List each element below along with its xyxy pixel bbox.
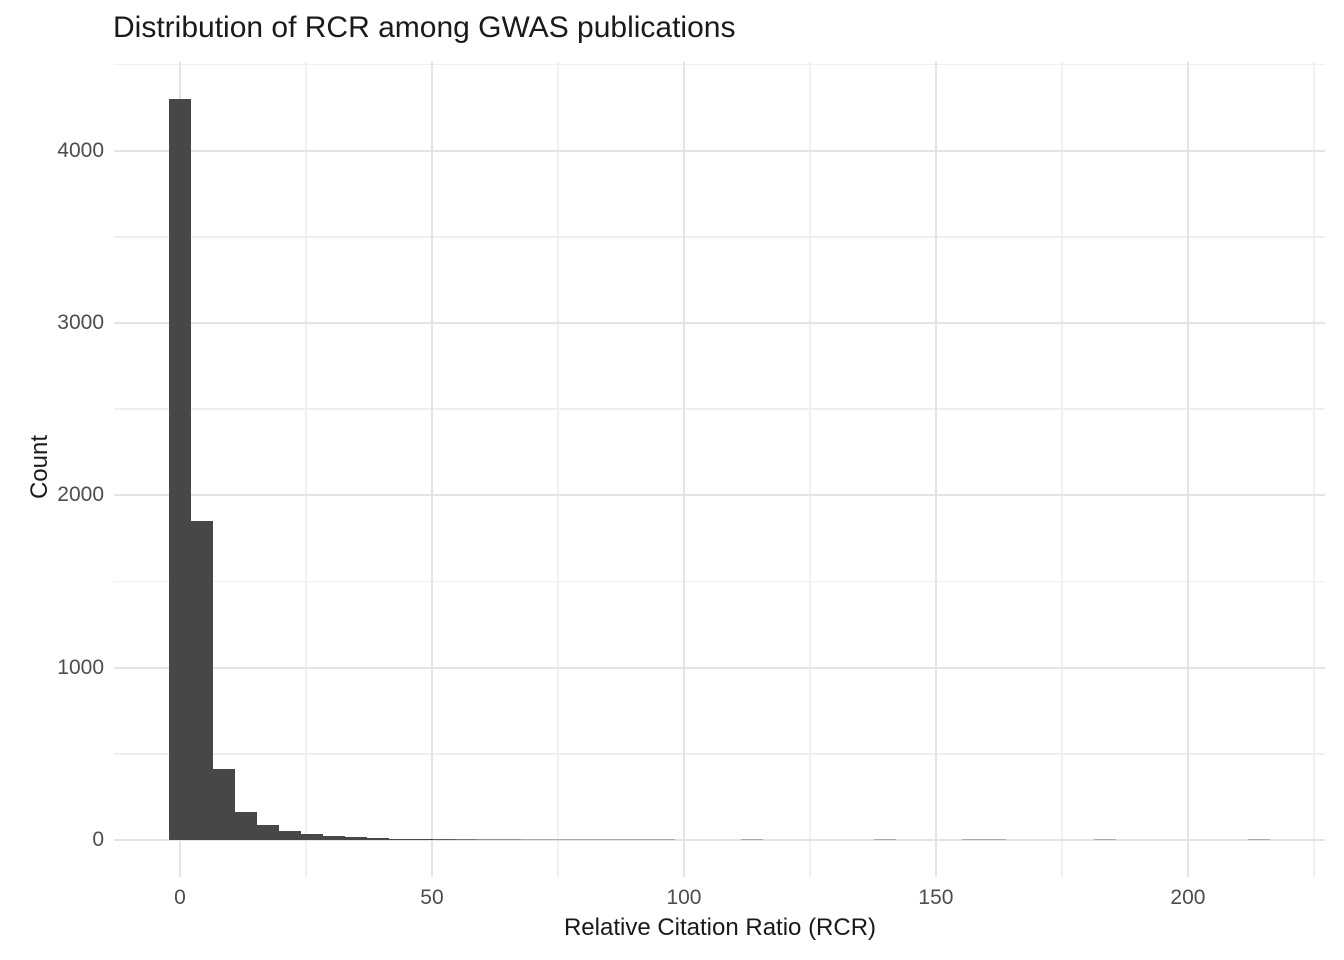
x-minor-gridline <box>557 62 559 877</box>
histogram-bar <box>411 838 434 840</box>
x-tick-label: 200 <box>1170 886 1206 909</box>
histogram-bar <box>323 836 346 840</box>
histogram-bar <box>631 838 654 840</box>
histogram-bar <box>653 838 676 840</box>
histogram-bar <box>565 838 588 840</box>
x-tick-label: 50 <box>420 886 444 909</box>
y-tick-label: 1000 <box>57 655 104 679</box>
x-minor-gridline <box>305 62 307 877</box>
histogram-bar <box>345 837 368 840</box>
x-minor-gridline <box>809 62 811 877</box>
x-major-gridline <box>934 62 937 877</box>
x-axis-title: Relative Citation Ratio (RCR) <box>563 914 877 941</box>
x-major-gridline <box>1186 62 1189 877</box>
x-axis-tick-labels: 0 50 100 150 200 <box>0 886 1344 914</box>
y-tick-label: 3000 <box>57 311 104 335</box>
x-tick-label: 150 <box>918 886 954 909</box>
x-minor-gridline <box>1313 62 1315 877</box>
y-minor-gridline <box>114 753 1325 755</box>
histogram-bar <box>301 834 324 840</box>
histogram-bar <box>873 838 896 840</box>
y-tick-label: 0 <box>92 827 104 851</box>
x-minor-gridline <box>1061 62 1063 877</box>
y-major-gridline <box>114 494 1325 497</box>
x-major-gridline <box>430 62 433 877</box>
histogram-bar <box>169 99 192 840</box>
histogram-bar <box>257 825 280 840</box>
y-minor-gridline <box>114 580 1325 583</box>
plot-title: Distribution of RCR among GWAS publicati… <box>113 11 736 44</box>
histogram-bar <box>499 838 522 840</box>
histogram-bar <box>961 838 984 840</box>
y-major-gridline <box>114 666 1325 669</box>
histogram-bar <box>367 838 390 840</box>
histogram-bar <box>389 838 412 840</box>
y-tick-label: 2000 <box>57 483 104 507</box>
y-minor-gridline <box>114 236 1325 238</box>
histogram-bar <box>983 838 1006 840</box>
histogram-bar <box>213 769 236 840</box>
histogram-bar <box>587 838 610 840</box>
histogram-bar <box>741 838 764 840</box>
y-major-gridline <box>114 149 1325 152</box>
histogram-bar <box>279 831 302 840</box>
y-axis-tick-labels: 0 1000 2000 3000 4000 <box>0 0 104 960</box>
histogram-bar <box>1093 838 1116 840</box>
histogram-bar <box>455 838 478 840</box>
histogram-bar <box>1247 838 1270 840</box>
histogram-bar <box>191 521 214 840</box>
histogram-bar <box>521 838 544 840</box>
histogram-bar <box>477 838 500 840</box>
x-tick-label: 0 <box>174 886 186 909</box>
x-tick-label: 100 <box>666 886 702 909</box>
histogram-bar <box>543 838 566 840</box>
histogram-bar <box>235 811 258 840</box>
y-tick-label: 4000 <box>57 138 104 162</box>
y-major-gridline <box>114 838 1325 841</box>
x-major-gridline <box>682 62 685 877</box>
y-major-gridline <box>114 322 1325 325</box>
histogram-bar <box>609 838 632 840</box>
y-minor-gridline <box>114 408 1325 410</box>
histogram-bar <box>433 838 456 840</box>
y-minor-gridline <box>114 63 1325 66</box>
plot-panel <box>114 62 1325 877</box>
